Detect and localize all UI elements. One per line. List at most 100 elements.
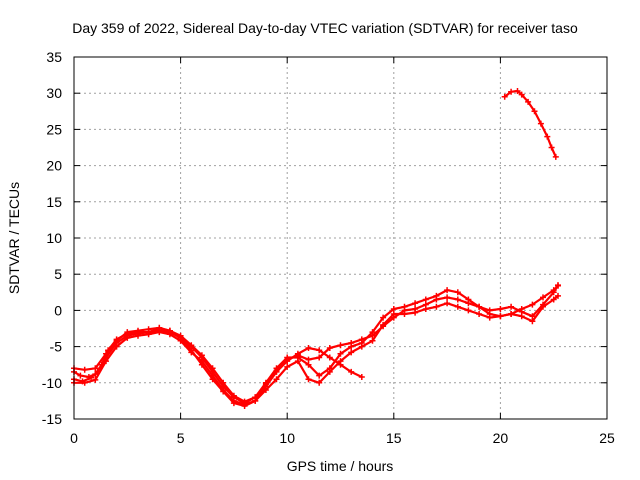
data-point	[555, 282, 561, 289]
data-point	[337, 350, 344, 357]
data-point	[145, 326, 152, 333]
data-point	[486, 314, 493, 321]
data-point	[305, 376, 312, 383]
y-tick-label: -15	[42, 411, 62, 427]
data-point	[326, 345, 333, 351]
data-point	[529, 313, 536, 320]
data-point	[544, 133, 551, 140]
data-point	[209, 365, 216, 372]
data-point	[305, 361, 312, 368]
data-point	[390, 311, 397, 317]
data-point	[531, 108, 538, 115]
data-point	[326, 354, 333, 361]
data-point	[358, 374, 365, 380]
data-point	[284, 363, 291, 370]
data-point	[548, 144, 555, 151]
data-point	[124, 334, 131, 341]
data-point	[529, 318, 536, 325]
series-line-satellite-track-5	[503, 89, 557, 158]
data-point	[422, 296, 429, 303]
data-point	[220, 387, 227, 393]
y-tick-label: -10	[42, 375, 62, 391]
y-tick-label: 15	[46, 194, 62, 210]
data-point	[508, 311, 515, 317]
data-point	[156, 329, 163, 336]
data-point	[124, 329, 131, 336]
data-point	[454, 289, 461, 296]
data-point	[529, 301, 536, 308]
data-point	[284, 354, 291, 361]
data-point	[188, 349, 195, 356]
data-point	[252, 397, 259, 404]
y-tick-label: 10	[46, 230, 62, 246]
y-tick-label: 20	[46, 158, 62, 174]
data-point	[444, 300, 451, 307]
y-tick-label: 0	[54, 302, 62, 318]
x-tick-label: 5	[177, 430, 185, 446]
data-point	[305, 356, 312, 363]
data-point	[465, 307, 472, 314]
data-point	[380, 314, 387, 321]
data-point	[273, 376, 280, 383]
data-point	[401, 311, 408, 317]
data-point	[401, 303, 408, 310]
plot-frame	[73, 56, 608, 420]
data-point	[465, 296, 472, 303]
data-point	[552, 153, 559, 160]
y-tick-label: 25	[46, 121, 62, 137]
data-point	[209, 372, 216, 379]
data-point	[380, 321, 387, 328]
data-point	[103, 350, 109, 357]
data-point	[514, 88, 521, 94]
data-point	[497, 313, 504, 320]
data-point	[177, 337, 184, 344]
data-point	[230, 397, 237, 404]
data-point	[337, 342, 344, 349]
data-point	[316, 372, 323, 379]
data-point	[166, 331, 173, 338]
data-point	[537, 120, 544, 127]
data-point	[113, 337, 120, 344]
data-point	[555, 292, 561, 299]
data-point	[262, 387, 269, 393]
data-point	[508, 303, 515, 310]
data-point	[316, 379, 323, 386]
x-tick-label: 20	[493, 430, 509, 446]
data-point	[273, 365, 280, 372]
series-line-satellite-track-3	[72, 284, 560, 403]
data-point	[508, 88, 515, 95]
data-point	[454, 303, 461, 310]
data-point	[433, 303, 440, 310]
y-tick-label: -5	[50, 339, 63, 355]
data-point	[476, 311, 483, 317]
data-point	[412, 300, 419, 307]
axis-ticks: 0 5 10 15 20 25 -15 -10 -5 0 5 10 15 20 25 30 35	[42, 49, 615, 446]
data-point	[198, 358, 205, 365]
data-point	[326, 368, 333, 375]
data-series	[71, 88, 561, 409]
data-point	[316, 354, 323, 361]
data-point	[294, 358, 301, 365]
y-tick-label: 5	[54, 266, 62, 282]
y-tick-label: 35	[46, 49, 62, 65]
series-line-satellite-track-1	[72, 284, 560, 405]
data-point	[177, 332, 184, 339]
data-point	[305, 345, 312, 351]
data-point	[92, 376, 99, 383]
data-point	[497, 306, 504, 312]
data-point	[518, 91, 525, 98]
data-point	[103, 358, 109, 365]
data-point	[220, 379, 227, 386]
data-point	[540, 294, 546, 301]
data-point	[540, 303, 546, 310]
data-point	[486, 307, 493, 314]
x-axis-label: GPS time / hours	[287, 458, 394, 474]
data-point	[501, 93, 508, 100]
data-point	[422, 306, 429, 312]
data-point	[88, 374, 95, 381]
data-point	[412, 309, 419, 316]
data-point	[230, 392, 237, 399]
data-point	[550, 289, 557, 296]
data-point	[454, 296, 461, 303]
